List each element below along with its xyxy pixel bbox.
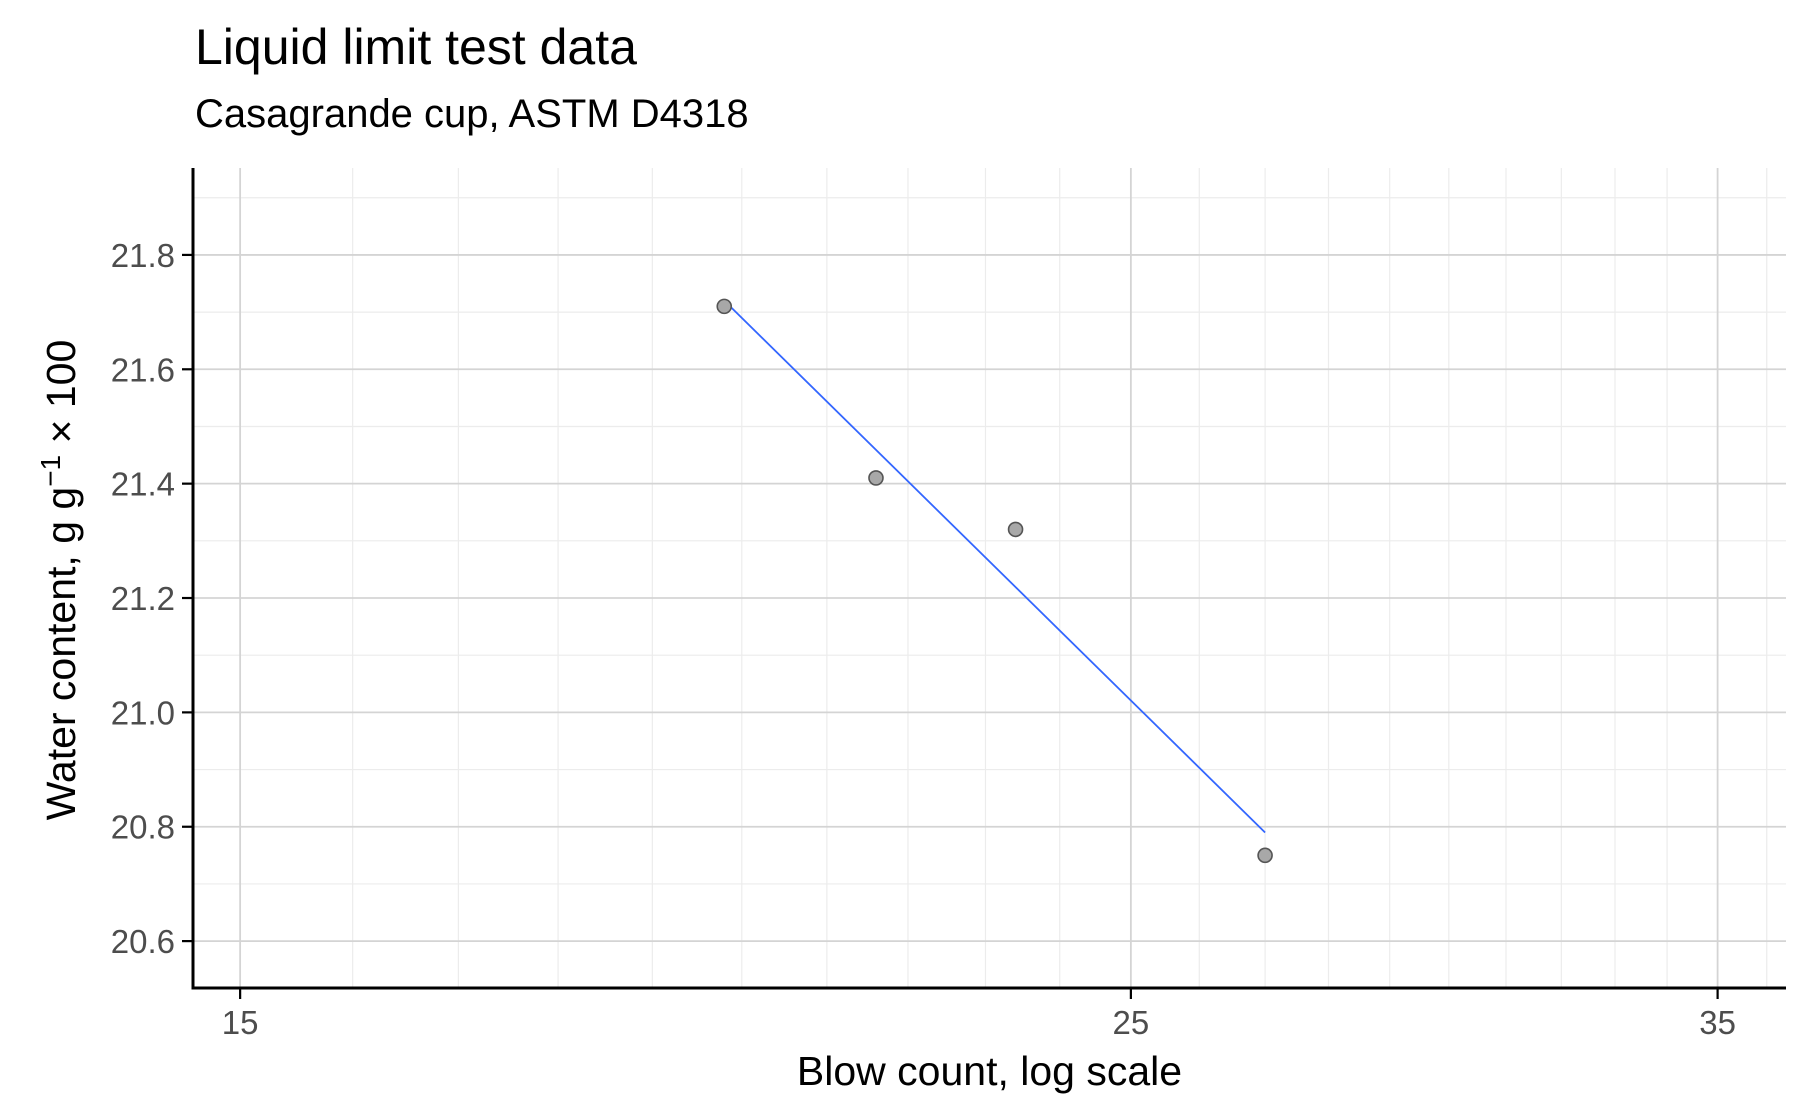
x-tick-label: 25 — [1113, 1004, 1150, 1041]
y-axis-title: Water content, g g−1 × 100 — [35, 340, 85, 821]
y-tick-label: 21.4 — [111, 466, 175, 503]
y-axis-title-suffix: × 100 — [37, 339, 84, 455]
fit-line-group — [723, 300, 1266, 834]
y-axis-title-exponent: −1 — [35, 454, 67, 487]
y-tick-label: 21.0 — [111, 694, 175, 731]
y-tick-label: 20.8 — [111, 809, 175, 846]
y-tick-label: 21.6 — [111, 351, 175, 388]
major-gridlines — [193, 168, 1786, 988]
x-axis-title: Blow count, log scale — [796, 1048, 1183, 1094]
data-point — [1257, 847, 1273, 864]
chart-title: Liquid limit test data — [195, 19, 637, 75]
y-axis-title-main: Water content, g g — [37, 486, 84, 821]
data-point — [1007, 521, 1024, 538]
x-tick-label: 35 — [1699, 1004, 1736, 1041]
minor-gridlines — [193, 168, 1786, 988]
fit-line — [723, 300, 1266, 834]
data-point — [716, 298, 733, 315]
y-tick-label: 21.8 — [111, 237, 175, 274]
data-points — [716, 298, 1273, 864]
chart-subtitle: Casagrande cup, ASTM D4318 — [195, 92, 749, 136]
y-axis-ticks: 20.6 20.8 21.0 21.2 21.4 21.6 21.8 — [111, 237, 193, 960]
y-tick-label: 20.6 — [111, 923, 175, 960]
x-axis-ticks: 15 25 35 — [222, 988, 1736, 1041]
axes — [191, 168, 1786, 990]
x-tick-label: 15 — [222, 1004, 259, 1041]
data-point — [868, 470, 884, 486]
y-tick-label: 21.2 — [111, 580, 175, 617]
